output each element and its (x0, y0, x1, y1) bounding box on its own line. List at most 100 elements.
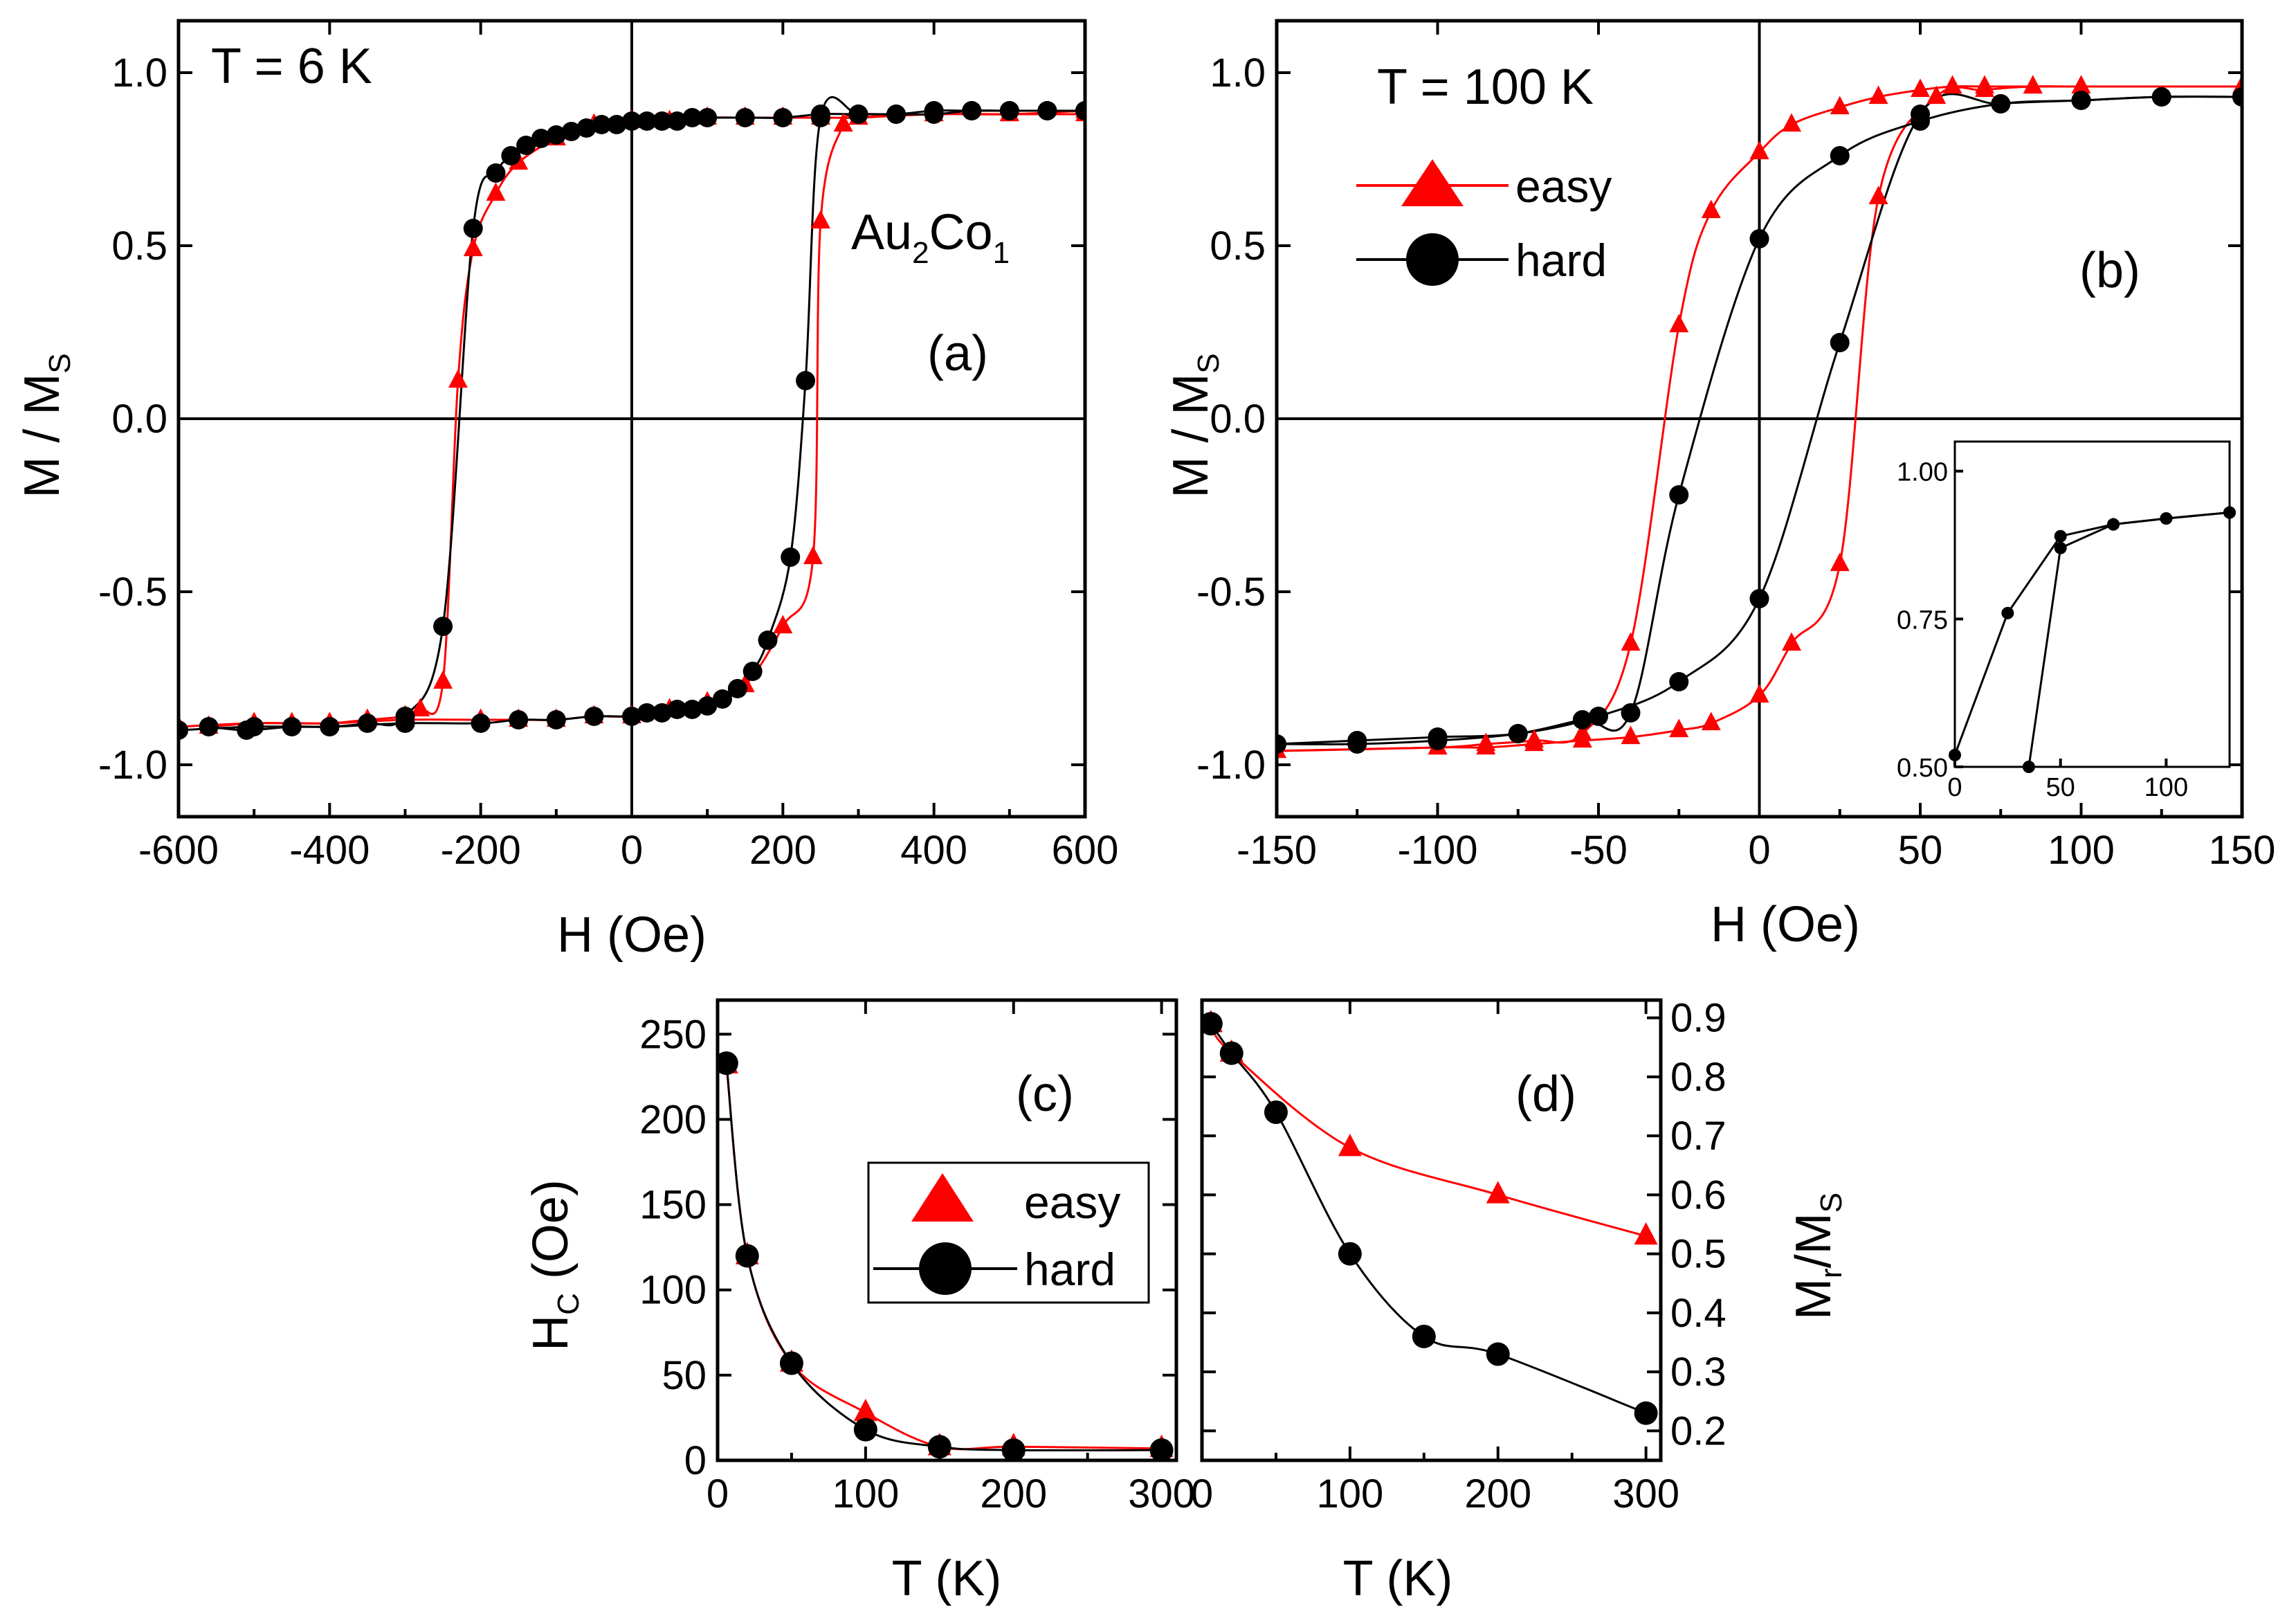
panel-b-easy-point (1868, 185, 1888, 205)
panel-a-xlabel: H (Oe) (557, 907, 707, 963)
sample-co-sub: 1 (993, 236, 1010, 270)
panel-b-easy-point (1476, 736, 1496, 755)
panel-b-easy-point (1524, 732, 1544, 752)
panel-a-hard-point (486, 163, 506, 183)
panel-b-hard-point (1830, 146, 1850, 165)
panel-d-hard-point (1264, 1100, 1288, 1124)
panel-b-easy-point (1669, 314, 1689, 333)
panel-a-ytick-label: -0.5 (98, 570, 167, 615)
panel-d-frame (1200, 998, 1663, 1462)
panel-b-easy-point (2071, 75, 2091, 94)
panel-c-hard-point (735, 1244, 759, 1268)
panel-c-frame (716, 998, 1178, 1462)
panel-a-ylabel: M / MS (15, 353, 77, 498)
panel-a-easy-point (486, 182, 506, 201)
sample-au-sub: 2 (912, 236, 929, 270)
panel-d-ytick-label: 0.4 (1670, 1291, 1726, 1336)
panel-a-series-group (179, 96, 1085, 740)
panel-a-hard-point (622, 111, 641, 131)
inset-ytick-label: 0.50 (1897, 754, 1948, 783)
panel-c-ylabel-sub: C (552, 1293, 585, 1315)
inset-xtick-label: 50 (2046, 773, 2075, 802)
panel-b-hard-point (1621, 703, 1641, 723)
panel-a-hard-point (584, 707, 604, 726)
panel-b-series-group (1277, 75, 2242, 759)
panel-b-ytick-label: -1.0 (1196, 743, 1266, 788)
panel-b-easy-point (1701, 199, 1721, 219)
panel-a-easy-point (410, 698, 430, 717)
panel-c-ylabel-rest: (Oe) (523, 1179, 578, 1293)
panel-a-hard-point (561, 122, 581, 141)
panel-c-ytick-label: 200 (639, 1097, 707, 1142)
panel-a-hard-point (199, 717, 219, 736)
panel-d-ylabel-main: M (1786, 1278, 1841, 1320)
panel-d-ylabel-sub2: S (1814, 1193, 1848, 1213)
panel-b-easy-point (1749, 684, 1769, 703)
panel-b-easy-point (1926, 85, 1947, 105)
inset-hard-point (2001, 606, 2014, 619)
panel-d-label: (d) (1515, 1067, 1576, 1122)
panel-a-xtick-label: -600 (138, 828, 219, 873)
panel-b-easy-point (1749, 140, 1769, 160)
panel-d-hard-curve-1 (1210, 1023, 1647, 1415)
legend-hard-label: hard (1515, 235, 1607, 286)
panel-a-hard-point (667, 111, 687, 131)
panel-b: -150 -100 -50 0 50 100 150-1.0-0.50.00.51.00 50… (1196, 19, 2275, 873)
panel-a-hard-point (652, 111, 672, 131)
panel-a-hard-point (471, 714, 491, 733)
panel-b-xtick-label: -50 (1569, 828, 1628, 873)
inset-frame (1953, 440, 2231, 768)
panel-b-easy-point (1782, 632, 1801, 651)
panel-a-hard-point (546, 710, 566, 729)
panel-b-easy-point (1701, 711, 1721, 731)
panel-a-hard-point (999, 101, 1019, 120)
panel-c-xtick-label: 300 (1128, 1471, 1195, 1516)
panel-c-easy-point (853, 1399, 877, 1422)
panel-d-hard-point (1486, 1342, 1510, 1366)
panel-d-ylabel: Mr/MS (1786, 1193, 1848, 1320)
panel-d-hard-point (1338, 1242, 1362, 1266)
panel-b-legend: easy hard (1356, 159, 1612, 286)
panel-b-easy-point (1911, 78, 1930, 98)
inset-hard-point (1949, 748, 1961, 761)
panel-c-hard-point (779, 1351, 803, 1375)
panel-c-ytick-label: 250 (639, 1012, 707, 1057)
panel-c-legend: easy hard (867, 1161, 1150, 1304)
panel-c-hard-point (853, 1417, 877, 1442)
panel-b-ytick-label: -0.5 (1196, 570, 1266, 615)
panel-b-hard-point (2151, 87, 2171, 107)
panel-b-easy-point (1830, 96, 1850, 115)
panel-a-hard-point (698, 108, 718, 127)
panel-d-ytick-label: 0.7 (1670, 1114, 1726, 1159)
inset-hard-point (2107, 518, 2120, 531)
panel-d-series-group (1202, 1010, 1658, 1425)
panel-a-hard-point (320, 717, 340, 736)
legend-hard-circle-icon (919, 1242, 972, 1295)
panel-c-ylabel-main: H (523, 1315, 578, 1351)
panel-d-hard-point (1634, 1401, 1658, 1425)
panel-b-ytick-label: 0.5 (1210, 224, 1266, 269)
panel-a-hard-point (1075, 101, 1085, 120)
panel-a-hard-point (463, 219, 483, 238)
panel-a-hard-point (962, 101, 982, 120)
panel-d-easy-point (1634, 1222, 1658, 1245)
panel-c-xtick-label: 0 (707, 1471, 729, 1516)
panel-c-ytick-label: 150 (639, 1183, 707, 1228)
panel-a-hard-point (698, 696, 718, 716)
panel-d-ytick-label: 0.3 (1670, 1350, 1726, 1395)
panel-a-hard-point (622, 707, 641, 726)
panel-d-hard-point (1412, 1324, 1436, 1348)
panel-a-hard-point (244, 717, 264, 736)
panel-d-xtick-label: 200 (1464, 1471, 1531, 1516)
panel-d-xtick-label: 300 (1612, 1471, 1679, 1516)
panel-a-label: (a) (927, 326, 988, 381)
panel-d-ytick-label: 0.2 (1670, 1408, 1726, 1453)
panel-a-easy-point (803, 545, 823, 565)
panel-c-ytick-label: 100 (639, 1268, 707, 1313)
legend-hard-label: hard (1024, 1244, 1115, 1295)
panel-a-ylabel-sub: S (43, 353, 77, 373)
panel-b-xtick-label: 0 (1748, 828, 1770, 873)
panel-a-hard-point (501, 146, 521, 165)
legend-easy-triangle-icon (911, 1173, 974, 1222)
